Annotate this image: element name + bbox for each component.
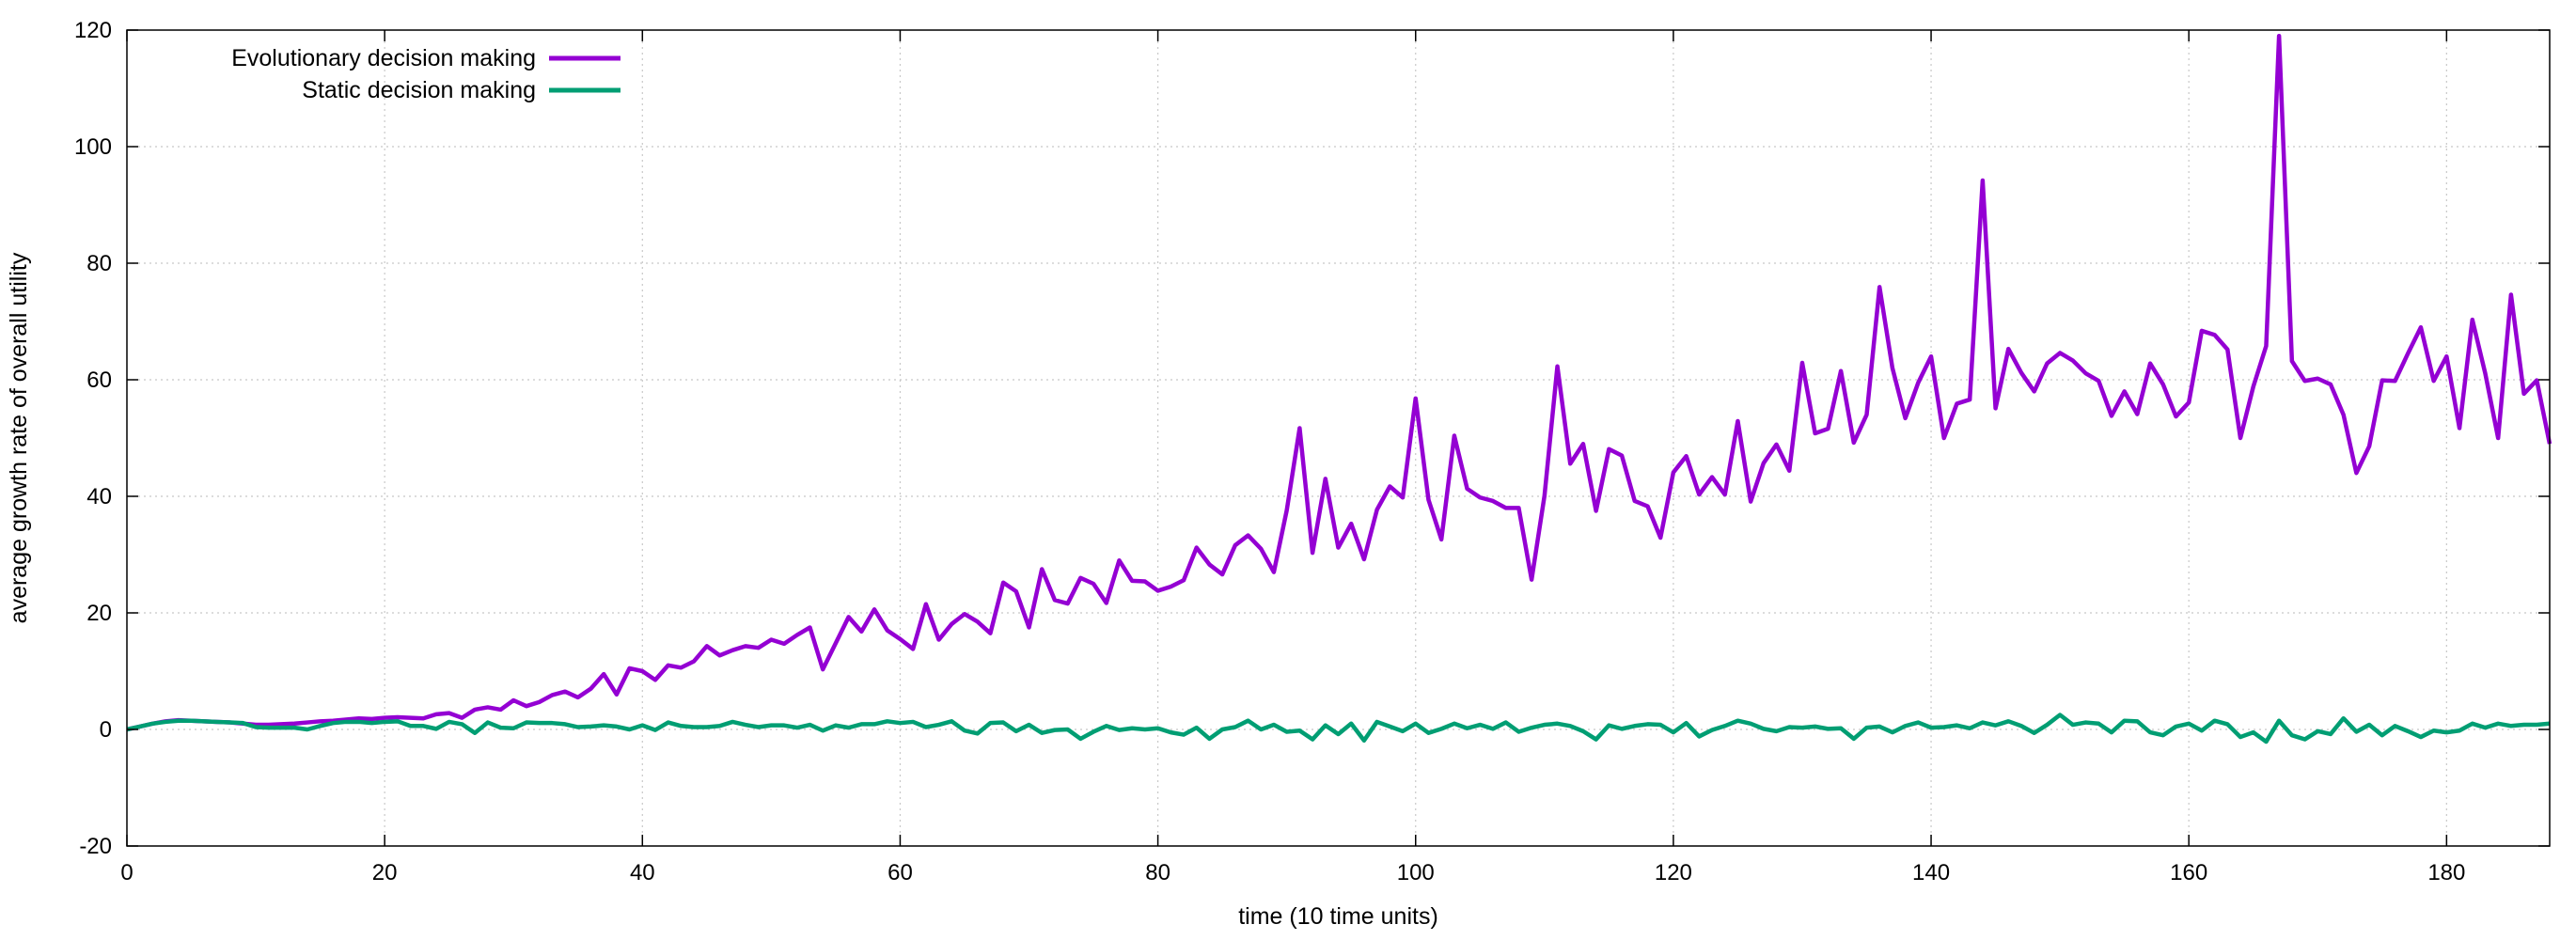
x-tick-label: 120 xyxy=(1655,860,1692,885)
series-line-static xyxy=(126,713,2551,744)
y-tick-label: 40 xyxy=(86,484,112,509)
plot-area-frame xyxy=(126,29,2551,847)
axis-ticks xyxy=(126,29,2550,847)
y-tick-label: 60 xyxy=(86,368,112,393)
legend-label-static: Static decision making xyxy=(302,77,536,103)
y-axis-title: average growth rate of overall utility xyxy=(6,252,32,623)
series-line-evolutionary xyxy=(126,33,2552,732)
legend-label-evolutionary: Evolutionary decision making xyxy=(231,45,536,71)
y-tick-label: 80 xyxy=(86,251,112,276)
x-tick-label: 0 xyxy=(120,860,133,885)
y-tick-label: 100 xyxy=(74,134,112,160)
x-tick-label: 20 xyxy=(372,860,398,885)
y-tick-label: 20 xyxy=(86,601,112,626)
y-tick-label: 120 xyxy=(74,18,112,43)
x-tick-label: 160 xyxy=(2170,860,2207,885)
y-tick-label: 0 xyxy=(100,717,112,743)
x-tick-label: 100 xyxy=(1397,860,1435,885)
series-lines xyxy=(126,33,2552,744)
legend: Evolutionary decision making Static deci… xyxy=(231,45,620,103)
y-tick-label: -20 xyxy=(79,834,112,859)
x-tick-label: 60 xyxy=(887,860,913,885)
grid xyxy=(127,30,2550,846)
x-tick-label: 80 xyxy=(1145,860,1170,885)
x-axis-title: time (10 time units) xyxy=(1238,903,1438,930)
axis-tick-labels: 0 20 40 60 80 100 120 140 160 180 -20 0 20 40 60 80 100 1… xyxy=(74,18,2465,885)
x-tick-label: 140 xyxy=(1912,860,1950,885)
x-tick-label: 40 xyxy=(630,860,655,885)
x-tick-label: 180 xyxy=(2427,860,2465,885)
